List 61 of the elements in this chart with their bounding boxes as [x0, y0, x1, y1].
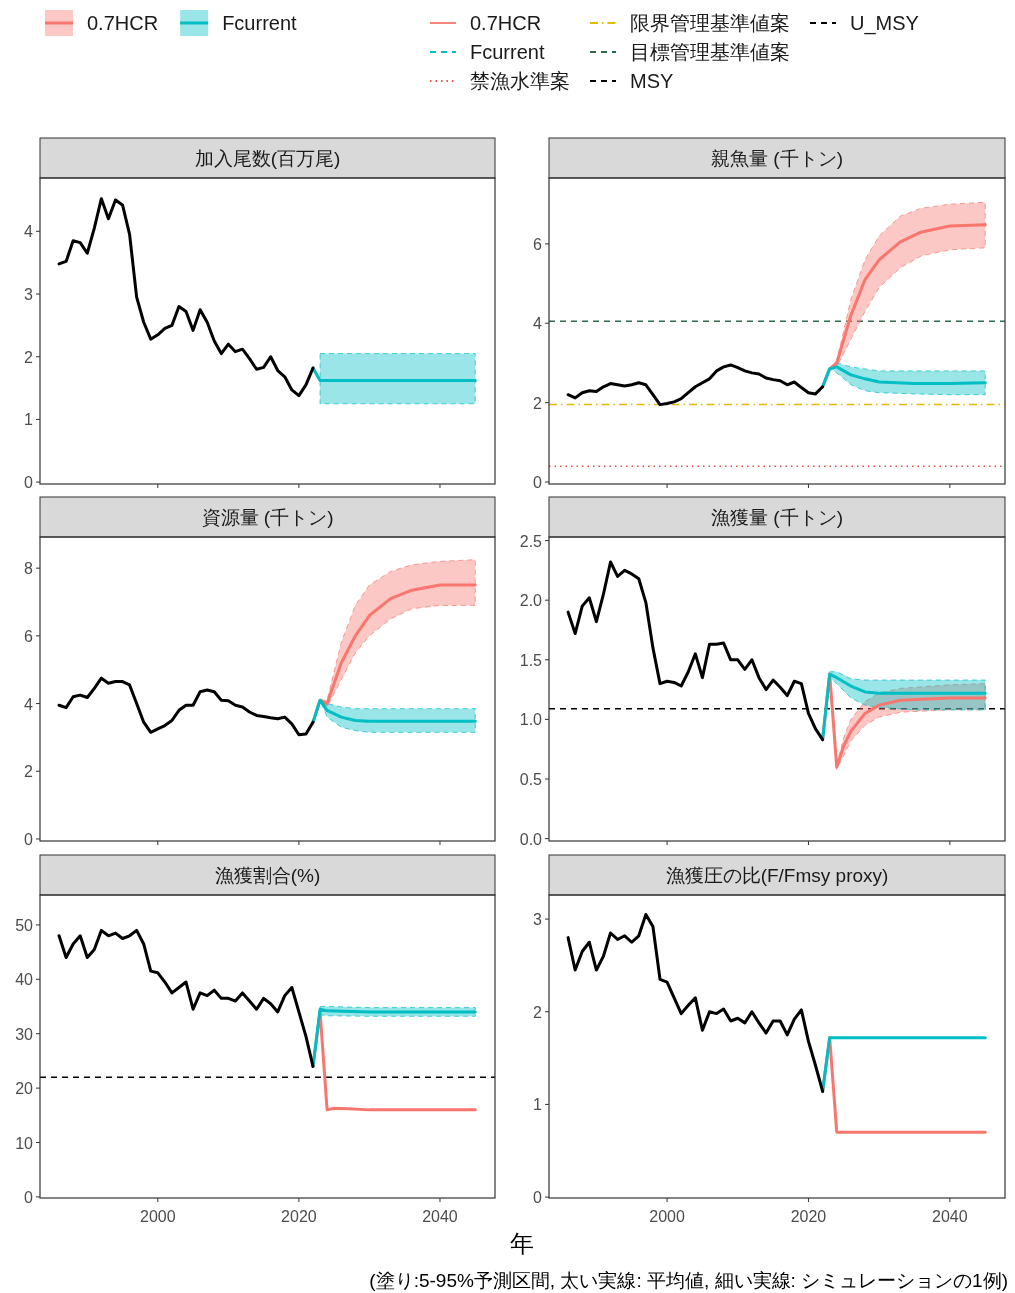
- y-tick-label: 0.0: [519, 830, 543, 848]
- y-tick-label: 0.5: [519, 771, 543, 789]
- x-tick-label: 2040: [932, 1208, 968, 1225]
- y-tick-label: 0: [533, 474, 543, 492]
- y-tick-label: 4: [533, 315, 543, 333]
- y-tick-label: 20: [15, 1080, 34, 1098]
- y-tick-label: 1: [24, 411, 34, 429]
- y-tick-label: 4: [24, 223, 34, 241]
- line-series: [821, 365, 987, 389]
- y-tick-label: 2: [24, 348, 34, 366]
- y-tick-label: 0: [24, 830, 34, 848]
- chart-title: 親魚量 (千トン): [711, 148, 843, 169]
- chart-title: 漁獲割合(%): [214, 865, 321, 886]
- y-tick-label: 0: [533, 1189, 543, 1207]
- y-tick-label: 2: [533, 394, 543, 412]
- y-tick-label: 1.0: [519, 711, 543, 729]
- line-series: [311, 698, 477, 724]
- line-series: [566, 363, 825, 407]
- y-tick-label: 4: [24, 695, 34, 713]
- chart-title: 資源量 (千トン): [201, 507, 334, 528]
- ref-line-label: MSY: [630, 70, 674, 92]
- legend-label: Fcurrent: [470, 41, 545, 63]
- y-tick-label: 2.0: [519, 592, 543, 610]
- legend-label: U_MSY: [850, 12, 919, 35]
- line-series: [311, 1007, 477, 1068]
- legend-label: 目標管理基準値案: [630, 41, 790, 63]
- y-tick-label: 1.5: [519, 651, 543, 669]
- y-tick-label: 2: [533, 1003, 543, 1021]
- line-series: [57, 197, 315, 398]
- x-tick-label: 2000: [140, 1208, 176, 1225]
- y-tick-label: 10: [15, 1134, 34, 1152]
- y-tick-label: 2.5: [519, 532, 543, 550]
- x-tick-label: 2040: [422, 1208, 458, 1225]
- y-tick-label: 3: [24, 286, 34, 303]
- y-tick-label: 1: [533, 1096, 543, 1114]
- chart-title: 漁獲量 (千トン): [711, 507, 843, 528]
- chart-title: 加入尾数(百万尾): [194, 148, 341, 169]
- x-tick-label: 2000: [649, 1208, 685, 1225]
- chart-title: 漁獲圧の比(F/Fmsy proxy): [665, 865, 889, 886]
- y-tick-label: 6: [24, 627, 34, 645]
- y-tick-label: 2: [24, 763, 34, 781]
- text: 0.7HCR: [87, 12, 159, 34]
- text: (塗り:5-95%予測区間, 太い実線: 平均値, 細い実線: シミュレーションの1例): [369, 1270, 1008, 1291]
- line-series: [57, 676, 315, 737]
- x-tick-label: 2020: [281, 1208, 317, 1225]
- x-tick-label: 2020: [790, 1208, 827, 1225]
- legend-label: 限界管理基準値案: [630, 12, 790, 34]
- y-tick-label: 0: [24, 474, 34, 492]
- x-axis-title: 年: [510, 1230, 534, 1257]
- line-series: [57, 928, 315, 1068]
- y-tick-label: 40: [15, 971, 34, 989]
- legend-label: 0.7HCR: [470, 12, 542, 34]
- y-tick-label: 0: [24, 1188, 34, 1206]
- y-tick-label: 6: [533, 235, 543, 253]
- y-tick-label: 50: [15, 916, 34, 934]
- line-series: [566, 912, 825, 1093]
- legend-label: 禁漁水準案: [470, 70, 570, 92]
- y-tick-label: 30: [15, 1025, 34, 1043]
- y-tick-label: 8: [24, 560, 34, 578]
- y-tick-label: 3: [533, 911, 543, 929]
- text: Fcurrent: [222, 12, 297, 34]
